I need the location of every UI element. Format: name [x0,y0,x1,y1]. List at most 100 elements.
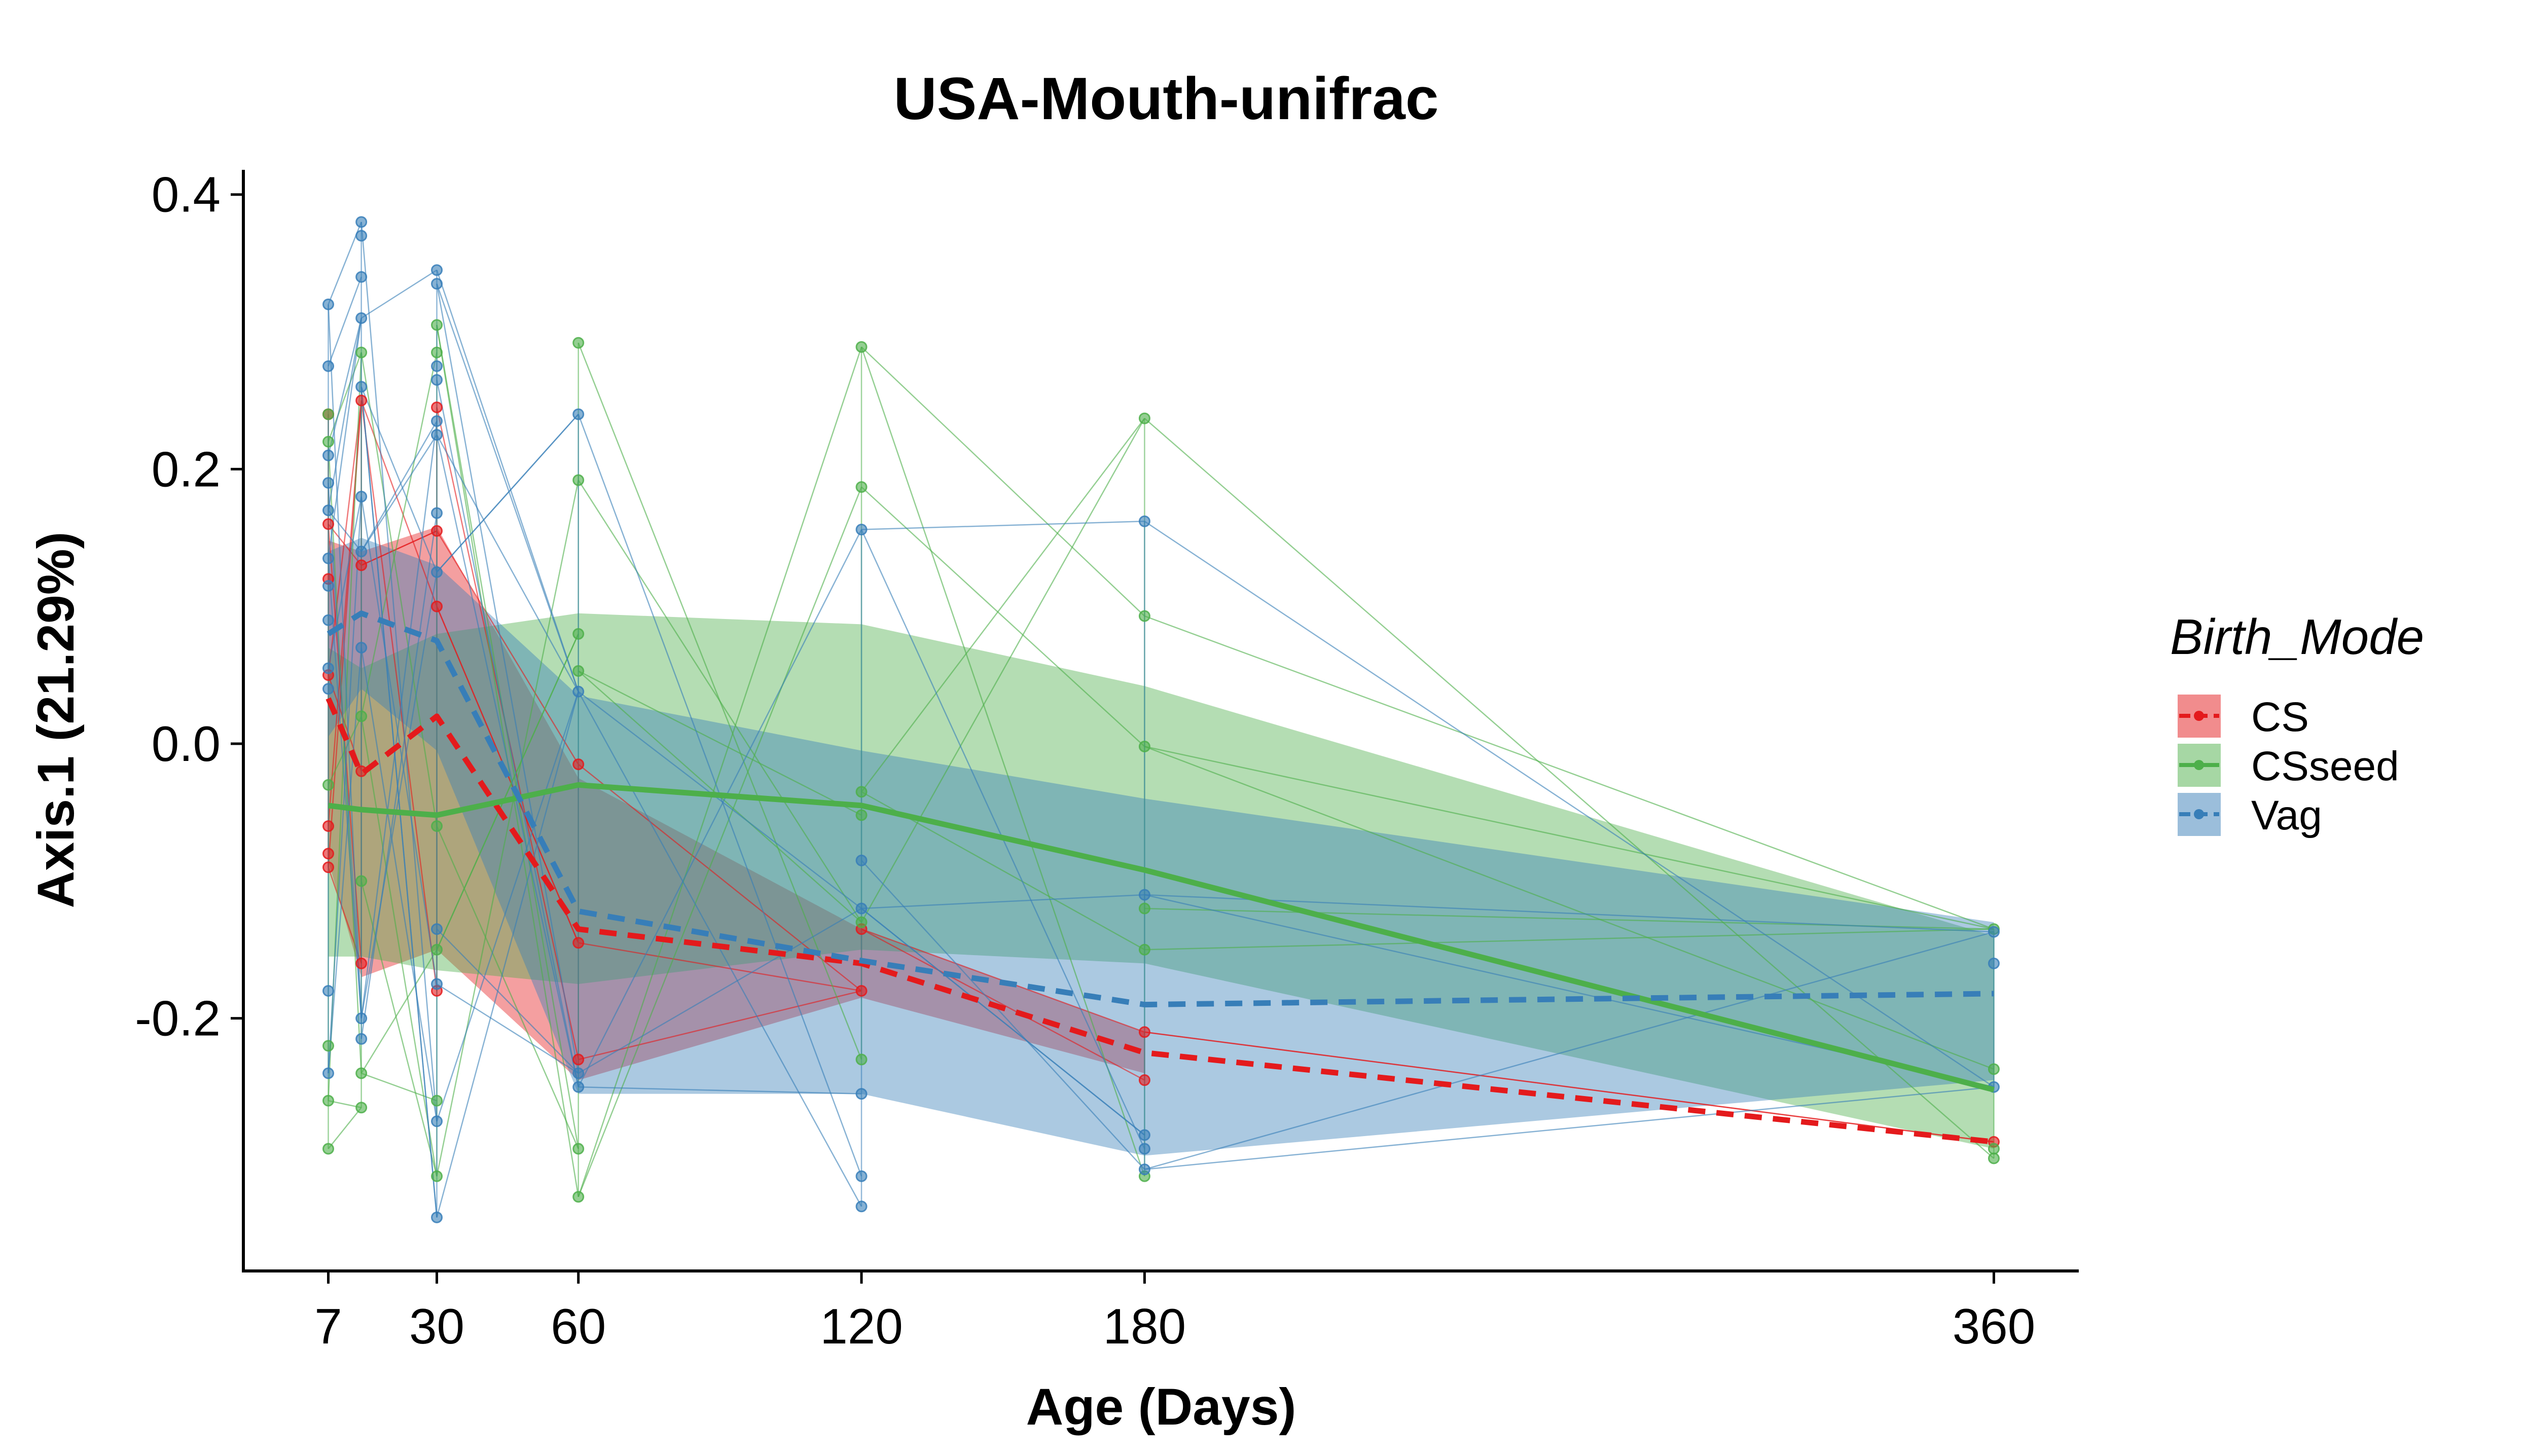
legend-title: Birth_Mode [2170,609,2424,665]
data-point-csseed [572,665,585,677]
data-point-vag [431,566,443,578]
mean-line-cs [326,697,1995,1145]
subject-line-vag [360,513,438,1039]
subject-line-vag [360,269,438,319]
subject-lines-layer [328,222,1995,1218]
legend-label-csseed: CSseed [2251,743,2399,789]
subject-line-cs [361,530,438,566]
legend-point-vag [2194,809,2204,819]
data-point-vag [431,978,443,990]
data-point-vag [1138,1143,1150,1155]
subject-line-vag [1144,1086,1994,1170]
subject-line-vag [328,318,362,511]
y-axis-ticks: -0.2 0.0 0.2 0.4 [135,167,243,1046]
data-point-vag [1988,926,2000,938]
data-point-csseed [1138,740,1150,752]
data-point-vag [355,216,368,228]
data-point-vag [572,685,585,698]
data-point-vag [355,381,368,393]
subject-line-cs [861,928,1145,1081]
data-point-csseed [572,628,585,640]
subject-line-vag [360,222,438,1121]
data-point-csseed [1988,1152,2000,1164]
data-point-cs [855,985,868,997]
subject-line-vag [360,386,438,1218]
data-point-cs [322,861,335,873]
x-tick-label: 30 [409,1298,464,1354]
subject-line-vag [328,558,362,1018]
data-point-cs [431,600,443,612]
data-point-csseed [572,1191,585,1203]
plot-panel [322,216,2000,1223]
subject-line-vag [1144,931,1994,1170]
subject-line-vag [328,647,362,1074]
data-point-cs [431,402,443,414]
data-point-csseed [1988,1143,2000,1155]
data-point-vag [855,1170,868,1182]
data-point-csseed [1138,610,1150,622]
subject-line-vag [360,386,438,572]
subject-line-vag [328,304,362,1018]
mean-line-csseed [328,782,1995,1093]
subject-line-csseed [436,826,579,1149]
data-point-csseed [322,435,335,448]
data-point-csseed [855,481,868,493]
data-point-vag [322,683,335,695]
data-point-cs [322,518,335,530]
x-tick-label: 7 [314,1298,342,1354]
data-point-cs [572,937,585,949]
subject-line-csseed [436,324,579,1149]
data-point-csseed [572,337,585,349]
data-point-vag [431,507,443,519]
chart-title: USA-Mouth-unifrac [894,65,1439,132]
subject-line-csseed [1144,746,1994,1070]
subject-line-cs [328,523,362,566]
subject-line-csseed [861,346,1145,617]
x-tick-label: 360 [1953,1298,2036,1354]
subject-line-csseed [1144,615,1994,930]
y-tick-label: 0.0 [152,716,221,772]
y-axis-title: Axis.1 (21.29%) [27,532,85,908]
data-point-csseed [855,786,868,798]
data-point-vag [572,408,585,420]
data-point-cs [431,525,443,537]
subject-line-cs [578,942,862,992]
mean-lines-layer [326,610,1995,1145]
subject-line-csseed [577,487,862,1197]
data-point-cs [572,758,585,771]
data-point-csseed [431,1095,443,1107]
subject-line-csseed [436,480,579,1177]
data-point-vag [431,360,443,372]
data-point-vag [322,360,335,372]
y-tick-label: 0.4 [152,167,221,223]
data-point-vag [322,477,335,489]
data-point-vag [431,1211,443,1223]
subject-line-vag [436,434,579,692]
subject-line-cs [436,530,579,765]
data-point-vag [431,415,443,427]
data-point-vag [355,312,368,324]
data-point-csseed [855,341,868,353]
subject-line-csseed [360,881,438,1177]
data-point-csseed [1138,943,1150,956]
x-axis-title: Age (Days) [1026,1378,1296,1436]
ribbon-csseed [328,613,1994,1149]
data-point-csseed [431,319,443,331]
subject-line-csseed [1144,746,1994,930]
data-point-csseed [855,809,868,821]
data-point-vag [1138,1163,1150,1176]
subject-line-vag [1144,894,1994,933]
data-point-vag [355,1033,368,1045]
subject-line-vag [436,434,579,1087]
data-point-cs [322,820,335,832]
subject-line-csseed [860,418,1145,923]
data-point-csseed [322,1095,335,1107]
subject-line-csseed [861,486,1145,747]
subject-line-vag [360,420,438,552]
subject-line-vag [577,691,862,909]
data-point-vag [355,641,368,653]
data-point-csseed [572,474,585,486]
data-point-csseed [431,346,443,358]
subject-line-vag [436,270,579,692]
